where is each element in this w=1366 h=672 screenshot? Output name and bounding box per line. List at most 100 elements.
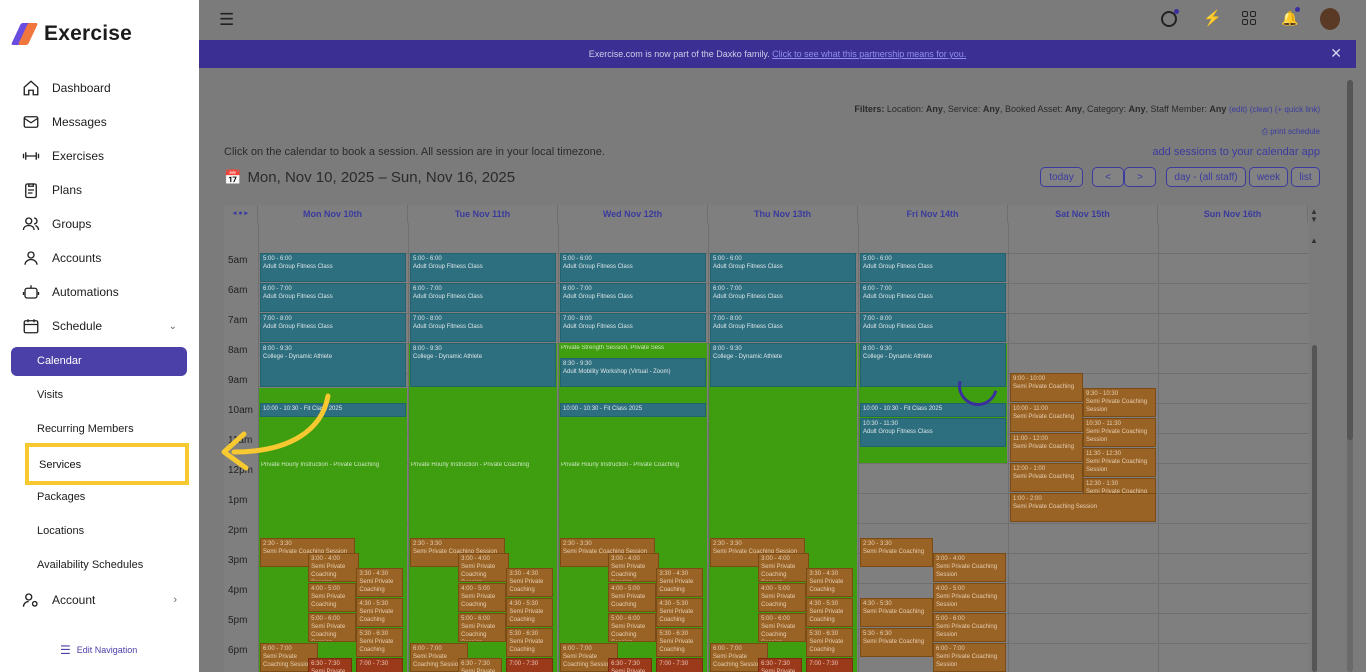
calendar-event[interactable]: 3:00 - 4:00 Semi Private Coaching Session — [308, 553, 360, 582]
avatar[interactable] — [1320, 8, 1340, 30]
calendar-event[interactable]: 12:00 - 1:00 Semi Private Coaching — [1010, 463, 1083, 492]
scroll-down-icon[interactable]: ▼ — [1310, 215, 1318, 224]
calendar-event[interactable]: 2:30 - 3:30 Semi Private Coaching Session — [560, 538, 655, 567]
next-button[interactable]: > — [1124, 167, 1156, 187]
day-column-header[interactable]: Sun Nov 16th — [1158, 205, 1308, 223]
calendar-event[interactable]: 3:00 - 4:00 Semi Private Coaching Session — [758, 553, 810, 582]
scroll-thumb[interactable] — [1312, 345, 1317, 672]
calendar-event[interactable]: 4:30 - 5:30 Semi Private Coaching — [656, 598, 704, 627]
calendar-event[interactable]: 6:30 - 7:30 Semi Private Coaching — [758, 658, 802, 672]
calendar-event[interactable]: 8:00 - 9:30 College - Dynamic Athlete — [710, 343, 856, 387]
week-button[interactable]: week — [1249, 167, 1288, 187]
calendar-event[interactable]: 5:30 - 6:30 Semi Private Coaching — [506, 628, 554, 657]
calendar-event[interactable]: 2:30 - 3:30 Semi Private Coaching — [860, 538, 933, 567]
calendar-event[interactable]: 8:30 - 9:30 Adult Mobility Workshop (Virt… — [560, 358, 706, 387]
calendar-event[interactable]: 7:00 - 7:30 — [656, 658, 704, 672]
calendar-event[interactable]: 5:00 - 6:00 Semi Private Coaching Session — [933, 613, 1006, 642]
edit-navigation-link[interactable]: ☰ Edit Navigation — [60, 643, 137, 657]
nav-messages[interactable]: Messages — [22, 112, 107, 132]
sidebar-item-locations[interactable]: Locations — [37, 525, 85, 537]
calendar-event[interactable]: 7:00 - 7:30 — [356, 658, 404, 672]
calendar-event[interactable]: 10:30 - 11:30 Semi Private Coaching Sessi… — [1083, 418, 1156, 447]
list-button[interactable]: list — [1291, 167, 1320, 187]
calendar-event[interactable]: 6:00 - 7:00 Adult Group Fitness Class — [860, 283, 1006, 312]
calendar-event[interactable]: 5:00 - 6:00 Adult Group Fitness Class — [410, 253, 556, 282]
calendar-event[interactable]: 3:00 - 4:00 Semi Private Coaching Session — [608, 553, 660, 582]
calendar-event[interactable]: 6:00 - 7:00 Adult Group Fitness Class — [410, 283, 556, 312]
sidebar-item-packages[interactable]: Packages — [37, 491, 86, 503]
calendar-event[interactable]: 10:30 - 11:30 Adult Group Fitness Class — [860, 418, 1006, 447]
nav-account[interactable]: Account › — [22, 590, 177, 610]
print-schedule-link[interactable]: ⎙ print schedule — [1261, 127, 1320, 136]
nav-accounts[interactable]: Accounts — [22, 248, 101, 268]
hamburger-menu-icon[interactable]: ☰ — [219, 10, 235, 29]
sidebar-item-calendar[interactable]: Calendar — [11, 347, 187, 376]
calendar-event[interactable]: 4:30 - 5:30 Semi Private Coaching — [860, 598, 933, 627]
calendar-event[interactable]: 7:00 - 8:00 Adult Group Fitness Class — [260, 313, 406, 342]
calendar-event[interactable]: 1:00 - 2:00 Semi Private Coaching Session — [1010, 493, 1156, 522]
calendar-event[interactable]: 9:30 - 10:30 Semi Private Coaching Sessio… — [1083, 388, 1156, 417]
apps-grid-icon[interactable] — [1242, 11, 1256, 25]
calendar-event[interactable]: 4:30 - 5:30 Semi Private Coaching — [506, 598, 554, 627]
calendar-event[interactable]: 5:00 - 6:00 Adult Group Fitness Class — [860, 253, 1006, 282]
calendar-event[interactable]: 7:00 - 7:30 — [806, 658, 854, 672]
bell-icon[interactable]: 🔔 — [1281, 10, 1299, 26]
calendar-event[interactable]: 5:00 - 6:00 Semi Private Coaching Session — [758, 613, 807, 642]
prev-button[interactable]: < — [1092, 167, 1124, 187]
calendar-event[interactable]: 5:30 - 6:30 Semi Private Coaching — [806, 628, 854, 657]
sidebar-item-recurring-members[interactable]: Recurring Members — [37, 423, 134, 435]
nav-exercises[interactable]: Exercises — [22, 146, 104, 166]
calendar-event[interactable]: 5:30 - 6:30 Semi Private Coaching — [656, 628, 704, 657]
day-column-header[interactable]: Tue Nov 11th — [408, 205, 558, 223]
calendar-event[interactable]: 7:00 - 8:00 Adult Group Fitness Class — [860, 313, 1006, 342]
calendar-event[interactable]: 5:30 - 6:30 Semi Private Coaching — [860, 628, 933, 657]
day-all-staff-button[interactable]: day - (all staff) — [1166, 167, 1246, 187]
add-sessions-link[interactable]: add sessions to your calendar app — [1152, 146, 1320, 158]
calendar-event[interactable]: 4:00 - 5:00 Semi Private Coaching — [308, 583, 357, 612]
calendar-event[interactable]: 3:30 - 4:30 Semi Private Coaching — [356, 568, 404, 597]
calendar-event[interactable]: 4:00 - 5:00 Semi Private Coaching — [608, 583, 657, 612]
nav-dashboard[interactable]: Dashboard — [22, 78, 111, 98]
calendar-event[interactable]: 6:00 - 7:00 Adult Group Fitness Class — [560, 283, 706, 312]
calendar-event[interactable]: 7:00 - 8:00 Adult Group Fitness Class — [560, 313, 706, 342]
calendar-event[interactable]: 6:30 - 7:30 Semi Private Coaching — [308, 658, 352, 672]
calendar-event[interactable]: 10:00 - 11:00 Semi Private Coaching — [1010, 403, 1083, 432]
day-column-header[interactable]: Sat Nov 15th — [1008, 205, 1158, 223]
clock-icon[interactable] — [1161, 11, 1177, 27]
calendar-event[interactable]: 7:00 - 7:30 — [506, 658, 554, 672]
day-column-header[interactable]: Wed Nov 12th — [558, 205, 708, 223]
calendar-event[interactable]: 10:00 - 10:30 - Fit Class 2025 — [860, 403, 1006, 417]
sidebar-item-availability-schedules[interactable]: Availability Schedules — [37, 559, 144, 571]
calendar-event[interactable]: 9:00 - 10:00 Semi Private Coaching — [1010, 373, 1083, 402]
scroll-thumb[interactable] — [1347, 80, 1353, 440]
calendar-event[interactable]: 7:00 - 8:00 Adult Group Fitness Class — [710, 313, 856, 342]
calendar-event[interactable]: 5:00 - 6:00 Semi Private Coaching Session — [308, 613, 357, 642]
calendar-event[interactable]: 5:30 - 6:30 Semi Private Coaching — [356, 628, 404, 657]
calendar-event[interactable]: 3:00 - 4:00 Semi Private Coaching Session — [458, 553, 510, 582]
calendar-event[interactable]: 3:00 - 4:00 Semi Private Coaching Session — [933, 553, 1006, 582]
calendar-event[interactable]: 4:00 - 5:00 Semi Private Coaching — [758, 583, 807, 612]
calendar-event[interactable]: 5:00 - 6:00 Adult Group Fitness Class — [560, 253, 706, 282]
calendar-event[interactable]: 3:30 - 4:30 Semi Private Coaching — [656, 568, 704, 597]
calendar-event[interactable]: 6:00 - 7:00 Adult Group Fitness Class — [260, 283, 406, 312]
calendar-event[interactable]: 8:00 - 9:30 College - Dynamic Athlete — [410, 343, 556, 387]
nav-groups[interactable]: Groups — [22, 214, 91, 234]
calendar-event[interactable]: 6:30 - 7:30 Semi Private Coaching — [608, 658, 652, 672]
nav-plans[interactable]: Plans — [22, 180, 82, 200]
calendar-event[interactable]: 5:00 - 6:00 Semi Private Coaching Session — [458, 613, 507, 642]
sidebar-item-services[interactable]: Services — [25, 443, 189, 485]
nav-automations[interactable]: Automations — [22, 282, 119, 302]
app-logo[interactable]: Exercise — [10, 22, 132, 46]
day-column-header[interactable]: Thu Nov 13th — [708, 205, 858, 223]
sidebar-item-visits[interactable]: Visits — [37, 389, 64, 401]
calendar-event[interactable]: 8:00 - 9:30 College - Dynamic Athlete — [260, 343, 406, 387]
calendar-event[interactable]: 4:30 - 5:30 Semi Private Coaching — [806, 598, 854, 627]
calendar-event[interactable]: 4:00 - 5:00 Semi Private Coaching — [458, 583, 507, 612]
calendar-scrollbar[interactable]: ▲ ▼ ▲ — [1310, 205, 1320, 672]
calendar-event[interactable]: 4:00 - 5:00 Semi Private Coaching Session — [933, 583, 1006, 612]
day-column-header[interactable]: Mon Nov 10th — [258, 205, 408, 223]
scroll-up-icon[interactable]: ▲ — [1310, 207, 1318, 216]
calendar-event[interactable]: 3:30 - 4:30 Semi Private Coaching — [506, 568, 554, 597]
calendar-event[interactable]: 11:00 - 12:00 Semi Private Coaching — [1010, 433, 1083, 462]
filters-clear-link[interactable]: (clear) — [1249, 105, 1273, 114]
